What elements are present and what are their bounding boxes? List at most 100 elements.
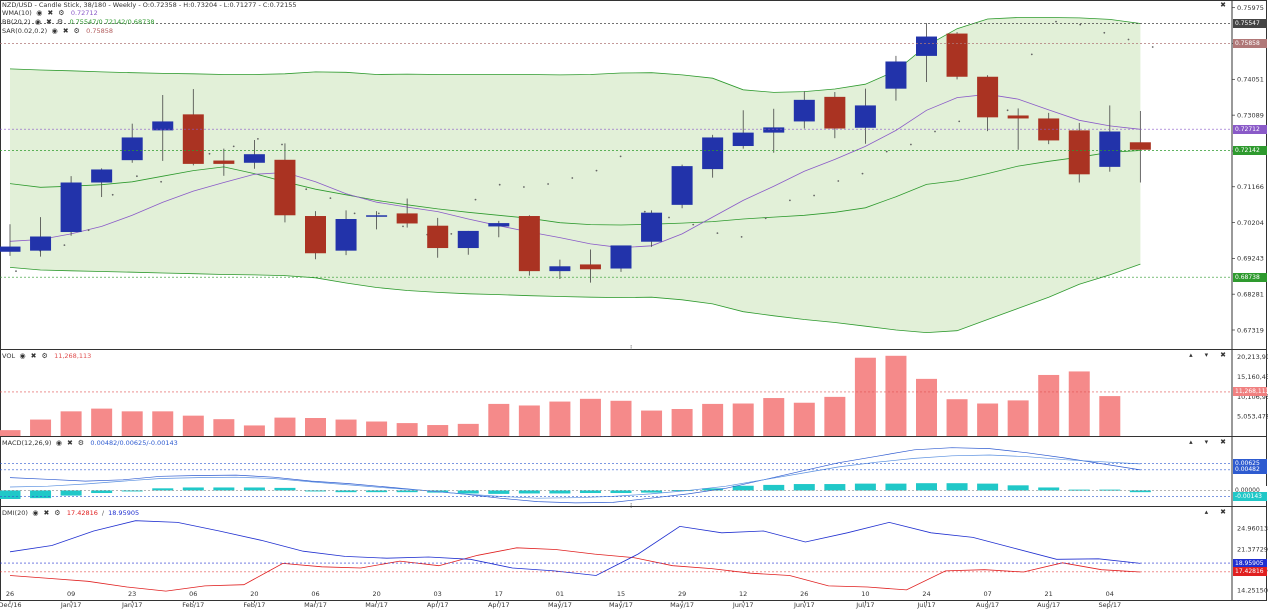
- candle-body: [305, 216, 326, 254]
- gear-icon[interactable]: ⚙: [41, 352, 48, 360]
- x-axis-month-label: May/17: [670, 601, 694, 609]
- x-axis-day-label: 20: [250, 590, 258, 598]
- close-icon[interactable]: ✖: [47, 9, 54, 17]
- gear-icon[interactable]: ⚙: [54, 509, 61, 517]
- macd-histogram-bar: [213, 487, 235, 491]
- eye-icon[interactable]: ◉: [19, 352, 26, 360]
- move-up-icon[interactable]: ▴: [1189, 351, 1193, 359]
- price-marker-tag: 0.75547: [1233, 19, 1267, 29]
- x-axis-month-label: Aug/17: [976, 601, 999, 609]
- candle-body: [518, 216, 540, 272]
- candle-body: [977, 76, 999, 118]
- candle-body: [1068, 130, 1090, 175]
- eye-icon[interactable]: ◉: [55, 439, 62, 447]
- price-marker-tag: 0.68738: [1233, 272, 1267, 282]
- volume-bar: [641, 410, 663, 436]
- dmi-y-tick-label: 24.96013: [1237, 525, 1268, 533]
- sar-dot: [281, 143, 283, 146]
- close-pane-icon[interactable]: ✖: [1220, 438, 1226, 446]
- eye-icon[interactable]: ◉: [32, 509, 39, 517]
- close-pane-icon[interactable]: ✖: [1220, 508, 1226, 516]
- close-pane-icon[interactable]: ✖: [1220, 351, 1226, 359]
- gear-icon[interactable]: ⚙: [77, 439, 85, 447]
- x-axis-day-label: 10: [861, 590, 869, 598]
- candle-body: [702, 137, 724, 170]
- sar-dot: [1103, 31, 1106, 34]
- price-y-tick-label: 0.74051: [1237, 76, 1264, 84]
- candle-body: [824, 96, 846, 129]
- candle-body: [579, 264, 601, 270]
- x-axis-day-label: 06: [311, 590, 319, 598]
- gear-icon[interactable]: ⚙: [56, 18, 64, 26]
- x-axis-month-label: Jan/17: [60, 601, 81, 609]
- macd-histogram-bar: [885, 483, 907, 491]
- volume-bar: [1007, 400, 1029, 436]
- close-icon[interactable]: ✖: [43, 509, 50, 517]
- x-axis-day-label: 01: [556, 590, 564, 598]
- macd-histogram-bar: [671, 490, 693, 492]
- volume-bar: [854, 357, 876, 436]
- macd-value: 0.00482/0.00625/-0.00143: [90, 439, 178, 447]
- wma-legend: WMA(10) ◉ ✖ ⚙ 0.72712: [2, 9, 98, 17]
- macd-signal-line: [9, 454, 1141, 499]
- sar-dot: [1006, 109, 1009, 112]
- close-icon[interactable]: ✖: [66, 439, 73, 447]
- close-icon[interactable]: ✖: [30, 352, 37, 360]
- macd-marker-tag: -0.00143: [1233, 492, 1267, 502]
- move-up-icon[interactable]: ▴: [1204, 508, 1209, 516]
- candle-body: [121, 137, 143, 161]
- pane-resize-handle[interactable]: ⁞: [630, 344, 633, 352]
- macd-legend: MACD(12,26,9) ◉ ✖ ⚙ 0.00482/0.00625/-0.0…: [2, 439, 178, 447]
- move-down-icon[interactable]: ▾: [1204, 351, 1209, 359]
- macd-histogram-bar: [243, 487, 265, 491]
- move-down-icon[interactable]: ▾: [1204, 438, 1209, 446]
- candle-body: [91, 169, 113, 183]
- macd-histogram-bar: [30, 490, 52, 499]
- candle-body: [732, 132, 754, 147]
- move-up-icon[interactable]: ▴: [1189, 438, 1193, 446]
- volume-bar: [1099, 396, 1121, 436]
- candle-body: [1099, 131, 1121, 167]
- close-icon[interactable]: ✖: [62, 27, 69, 35]
- macd-histogram-bar: [702, 488, 724, 491]
- gear-icon[interactable]: ⚙: [73, 27, 80, 35]
- sar-dot: [861, 172, 864, 175]
- x-axis-day-label: 29: [678, 590, 686, 598]
- eye-icon[interactable]: ◉: [34, 18, 42, 26]
- x-axis-day-label: 15: [617, 590, 625, 598]
- sar-dot: [402, 225, 404, 228]
- macd-histogram-bar: [946, 483, 968, 491]
- sar-dot: [63, 244, 66, 247]
- x-axis-day-label: 03: [434, 590, 442, 598]
- pane-resize-handle[interactable]: ⁞: [630, 502, 633, 510]
- candle-body: [60, 182, 82, 233]
- bb-lower-line: [9, 263, 1141, 334]
- candle-body: [274, 159, 296, 216]
- candle-body: [488, 223, 510, 227]
- volume-bar: [824, 396, 846, 436]
- dmi-y-tick-label: 14.25150: [1237, 586, 1268, 594]
- price-marker-tag: 0.75858: [1233, 39, 1267, 49]
- sar-dot: [668, 216, 670, 219]
- x-axis-day-label: 06: [189, 590, 197, 598]
- wma-label: WMA(10): [2, 9, 32, 17]
- x-axis-month-label: Jun/17: [793, 601, 815, 609]
- volume-bar: [977, 403, 999, 436]
- sar-dot: [837, 180, 840, 182]
- volume-bar: [671, 409, 693, 436]
- vol-pane-controls: ▴ ▾ ✖: [1189, 351, 1226, 359]
- sar-dot: [619, 155, 622, 158]
- volume-bar: [579, 398, 601, 436]
- eye-icon[interactable]: ◉: [51, 27, 58, 35]
- candle-body: [793, 99, 815, 122]
- volume-bar: [885, 355, 907, 436]
- gear-icon[interactable]: ⚙: [58, 9, 65, 17]
- volume-bar: [243, 425, 265, 436]
- close-icon[interactable]: ✖: [46, 18, 52, 26]
- close-pane-icon[interactable]: ✖: [1220, 1, 1226, 9]
- eye-icon[interactable]: ◉: [36, 9, 43, 17]
- volume-bar: [763, 398, 785, 436]
- x-axis-month-label: Mar/17: [365, 601, 388, 609]
